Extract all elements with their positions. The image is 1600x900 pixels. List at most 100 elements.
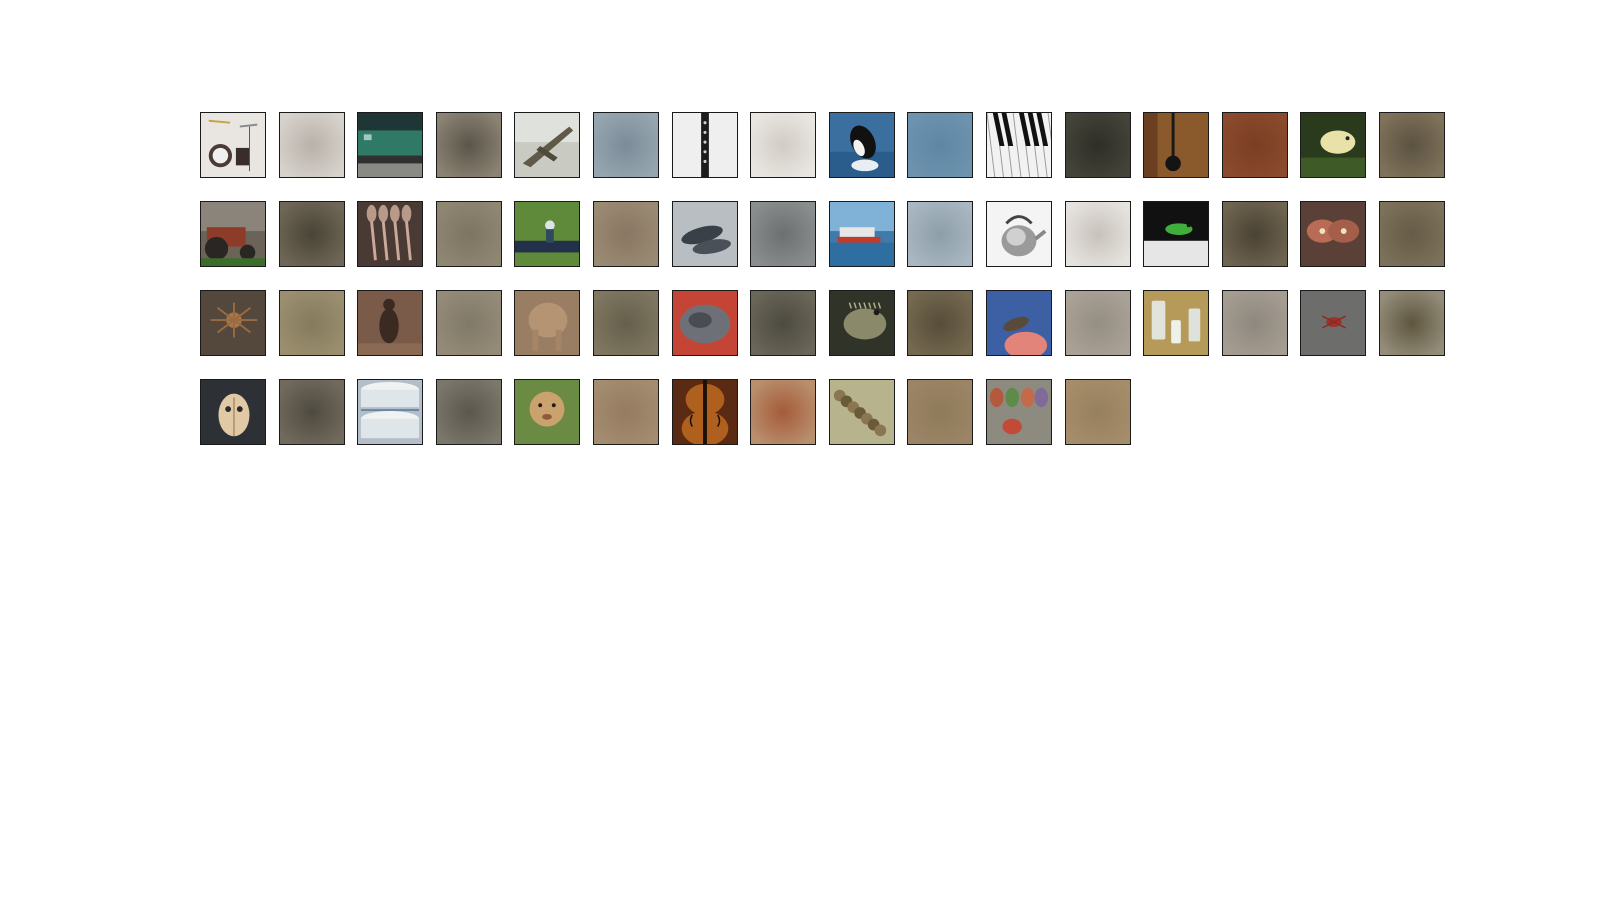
blurred-image-tile	[750, 201, 817, 267]
image-tile-crab-on-gravel	[1300, 290, 1367, 356]
blurred-image	[436, 380, 501, 444]
blurred-image-tile	[435, 290, 502, 356]
image-tile-elephant	[514, 290, 581, 356]
photo-tractor	[201, 202, 265, 266]
blurred-image-tile	[435, 379, 502, 445]
blurred-image	[751, 202, 816, 266]
blurred-image	[1379, 291, 1444, 355]
blurred-image-tile	[278, 201, 345, 267]
blurred-image-tile	[1378, 201, 1445, 267]
blurred-image-tile	[278, 112, 345, 178]
image-tile-orca	[828, 112, 895, 178]
blurred-image	[593, 202, 658, 266]
photo-elephant	[515, 291, 580, 355]
blurred-image	[1065, 380, 1130, 444]
blurred-image-tile	[435, 112, 502, 178]
image-tile-bowls	[357, 379, 424, 445]
image-tile-tractor	[200, 201, 266, 267]
photo-train	[358, 113, 423, 177]
blurred-image-tile	[907, 379, 974, 445]
photo-wooden-spoons	[358, 202, 423, 266]
blurred-image-tile	[750, 290, 817, 356]
blurred-image-tile	[1064, 112, 1131, 178]
blurred-image-tile	[278, 290, 345, 356]
image-tile-lizard-hand	[985, 290, 1052, 356]
image-tile-moth	[1300, 201, 1367, 267]
blurred-image-tile	[592, 379, 659, 445]
photo-spider	[201, 291, 265, 355]
blurred-image	[1379, 113, 1444, 177]
blurred-image-tile	[592, 112, 659, 178]
image-tile-drum-kit	[200, 112, 266, 178]
image-tile-snake	[1300, 112, 1367, 178]
photo-orca	[829, 113, 894, 177]
image-tile-kettle	[985, 201, 1052, 267]
photo-bowls	[358, 380, 423, 444]
photo-snake	[1301, 113, 1366, 177]
blurred-image-tile	[750, 112, 817, 178]
image-tile-dolphins	[671, 201, 738, 267]
photo-platypus	[672, 291, 737, 355]
photo-lion-cub	[515, 380, 580, 444]
photo-crab-on-gravel	[1301, 291, 1366, 355]
photo-clarinet	[672, 113, 737, 177]
blurred-image	[593, 291, 658, 355]
blurred-image	[593, 113, 658, 177]
blurred-image-tile	[1221, 201, 1288, 267]
blurred-image-tile	[907, 290, 974, 356]
blurred-image	[279, 113, 344, 177]
image-tile-kangaroo	[357, 290, 424, 356]
photo-moth	[1301, 202, 1366, 266]
blurred-image	[908, 380, 973, 444]
image-tile-platypus	[671, 290, 738, 356]
photo-beetle	[201, 380, 265, 444]
photo-painted-glasses	[986, 380, 1051, 444]
image-tile-iguana	[828, 290, 895, 356]
image-tile-fighter-jet	[514, 112, 581, 178]
blurred-image	[279, 291, 344, 355]
blurred-image	[908, 113, 973, 177]
photo-caterpillar	[829, 380, 894, 444]
image-tile-lion-cub	[514, 379, 581, 445]
photo-kettle	[986, 202, 1051, 266]
blurred-image	[751, 291, 816, 355]
blurred-image	[279, 380, 344, 444]
blurred-image-tile	[592, 290, 659, 356]
blurred-image-tile	[1378, 112, 1445, 178]
blurred-image	[1065, 202, 1130, 266]
image-tile-jars	[1143, 290, 1210, 356]
blurred-image-tile	[1064, 201, 1131, 267]
blurred-image-tile	[750, 379, 817, 445]
photo-drum-kit	[201, 113, 265, 177]
image-tile-wooden-spoons	[357, 201, 424, 267]
image-tile-clarinet	[671, 112, 738, 178]
blurred-image	[436, 202, 501, 266]
photo-golfer	[515, 202, 580, 266]
image-tile-ship	[828, 201, 895, 267]
photo-violin	[672, 380, 737, 444]
blurred-image-tile	[1378, 290, 1445, 356]
image-tile-dark-instrument	[1143, 112, 1210, 178]
image-tile-violin	[671, 379, 738, 445]
photo-frog	[1144, 202, 1209, 266]
photo-dolphins	[672, 202, 737, 266]
photo-kangaroo	[358, 291, 423, 355]
blurred-image-tile	[1221, 290, 1288, 356]
image-tile-piano-keys	[985, 112, 1052, 178]
blurred-image	[593, 380, 658, 444]
blurred-image	[1065, 291, 1130, 355]
photo-ship	[829, 202, 894, 266]
blurred-image	[279, 202, 344, 266]
blurred-image	[436, 291, 501, 355]
image-tile-beetle	[200, 379, 266, 445]
blurred-image	[1222, 291, 1287, 355]
blurred-image	[1065, 113, 1130, 177]
image-tile-frog	[1143, 201, 1210, 267]
blurred-image	[908, 202, 973, 266]
blurred-image	[436, 113, 501, 177]
blurred-image-tile	[592, 201, 659, 267]
blurred-image	[751, 113, 816, 177]
image-grid	[200, 112, 1448, 445]
image-tile-spider	[200, 290, 266, 356]
blurred-image-tile	[435, 201, 502, 267]
